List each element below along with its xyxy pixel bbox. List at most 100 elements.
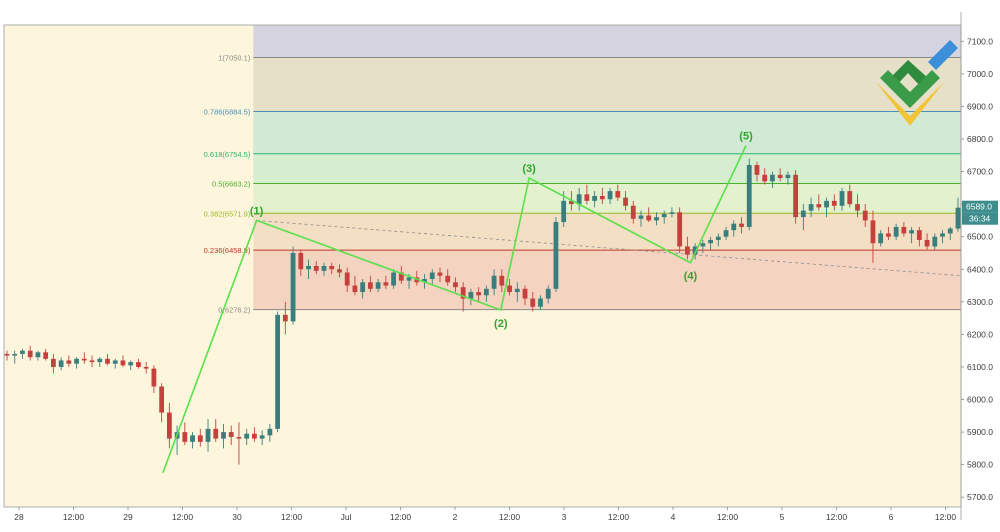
candle-body — [507, 285, 512, 293]
candle-body — [282, 314, 288, 322]
wave-label: (5) — [739, 131, 753, 143]
candle-body — [669, 212, 675, 214]
candle-body — [886, 233, 891, 237]
candle-body — [514, 288, 520, 293]
candle-body — [58, 360, 64, 367]
candle-body — [112, 360, 118, 364]
candle-body — [445, 275, 451, 283]
wave-line — [162, 145, 747, 474]
candle-body — [337, 269, 342, 273]
candle-body — [692, 246, 698, 255]
candle-body — [205, 428, 211, 442]
candle-body — [197, 435, 203, 442]
candle-body — [940, 233, 945, 237]
y-tick-label: 5700.0 — [967, 492, 993, 502]
candle-body — [143, 366, 149, 369]
candle-body — [800, 210, 806, 218]
y-tick-label: 6000.0 — [967, 395, 993, 405]
trend-line-dashed — [256, 220, 962, 277]
candle-body — [677, 212, 683, 247]
candle-body — [367, 282, 373, 289]
y-tick-label: 5800.0 — [967, 460, 993, 470]
candle-body — [599, 195, 605, 200]
x-tick-label: 12:00 — [499, 512, 521, 522]
candle-body — [298, 252, 304, 270]
y-tick-label: 6900.0 — [967, 101, 993, 111]
y-tick-label: 6800.0 — [967, 134, 993, 144]
x-tick-label: 12:00 — [826, 512, 848, 522]
candle-body — [406, 277, 412, 281]
candle-body — [244, 433, 250, 439]
candle-body — [901, 226, 907, 234]
candle-body — [352, 285, 358, 293]
candle-body — [259, 435, 265, 439]
candle-body — [89, 360, 95, 363]
x-tick-label: 12:00 — [390, 512, 412, 522]
x-tick-label: 5 — [780, 512, 785, 522]
y-tick-label: 6700.0 — [967, 167, 993, 177]
fib-band — [253, 183, 962, 214]
candle-body — [615, 191, 621, 198]
candle-body — [623, 197, 628, 206]
candle-body — [584, 194, 590, 201]
candle-body — [120, 360, 126, 366]
candle-body — [468, 292, 474, 299]
candle-body — [166, 412, 172, 439]
candle-body — [862, 210, 868, 221]
fib-level-label: 1(7050.1) — [218, 54, 251, 63]
candle-body — [770, 174, 775, 182]
x-tick-label: 12:00 — [63, 512, 85, 522]
candle-body — [870, 220, 876, 244]
candle-body — [159, 386, 165, 413]
candle-body — [824, 200, 829, 208]
countdown-label: 36:34 — [969, 214, 991, 224]
candle-body — [460, 287, 466, 299]
candle-body — [538, 298, 543, 307]
x-tick-label: 12:00 — [172, 512, 194, 522]
candle-body — [50, 358, 56, 367]
y-tick-label: 7000.0 — [967, 69, 993, 79]
candle-body — [847, 191, 853, 205]
candle-body — [306, 266, 311, 270]
candle-body — [916, 230, 922, 240]
candle-body — [136, 362, 141, 367]
candle-body — [754, 165, 760, 175]
candle-body — [66, 360, 72, 364]
candle-body — [429, 272, 435, 280]
candle-body — [638, 215, 644, 219]
candle-body — [321, 266, 327, 271]
candle-body — [290, 252, 296, 322]
candle-body — [43, 352, 49, 359]
candle-body — [553, 222, 559, 289]
candle-body — [545, 288, 551, 299]
candle-body — [878, 233, 884, 244]
candle-body — [437, 272, 443, 276]
candle-body — [344, 272, 350, 286]
candle-body — [151, 368, 157, 387]
candle-body — [855, 204, 860, 211]
fib-band — [253, 153, 962, 184]
x-tick-label: 6 — [889, 512, 894, 522]
fib-level-label: 0.236(6458.9) — [204, 246, 251, 255]
candle-body — [561, 200, 567, 223]
candle-body — [182, 432, 188, 442]
candle-body — [893, 226, 899, 237]
candle-body — [708, 239, 713, 244]
candle-body — [700, 243, 706, 247]
candle-body — [715, 236, 721, 240]
fib-band — [253, 250, 962, 310]
wave-label: (4) — [684, 271, 698, 283]
candle-body — [483, 288, 489, 296]
candle-body — [267, 428, 273, 436]
y-tick-label: 6100.0 — [967, 362, 993, 372]
fib-level-label: 0.5(6663.2) — [212, 180, 251, 189]
candle-body — [35, 352, 41, 358]
candle-body — [932, 236, 938, 247]
candle-body — [128, 362, 134, 366]
current-price-tag: 6589.0 36:34 — [962, 200, 998, 225]
x-tick-label: 12:00 — [717, 512, 739, 522]
elliott-waves: (1) (2) (3) (4) (5) — [162, 131, 753, 474]
candle-body — [275, 314, 281, 429]
candle-body — [313, 266, 319, 271]
x-tick-label: Jul — [341, 512, 352, 522]
